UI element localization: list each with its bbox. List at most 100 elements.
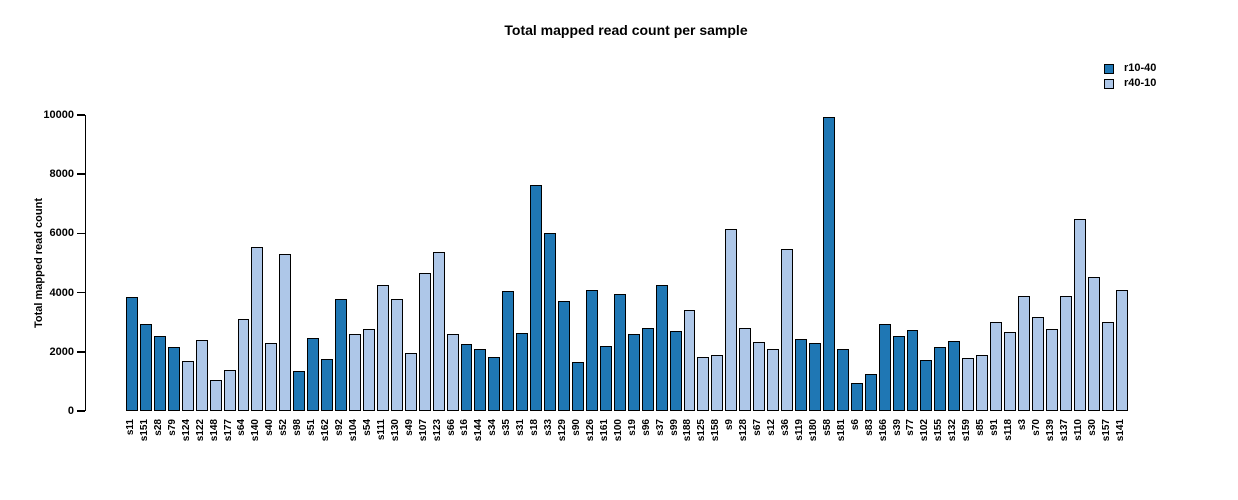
bar-slot <box>990 115 1003 411</box>
y-axis-title: Total mapped read count <box>33 198 45 328</box>
legend-label-r40-10: r40-10 <box>1124 77 1157 89</box>
bar-s40 <box>265 342 278 411</box>
bar-s122 <box>195 339 208 411</box>
x-label-slot: s137 <box>1059 419 1071 441</box>
x-label-slot: s126 <box>585 419 597 441</box>
bar-s70 <box>1031 316 1044 411</box>
bar-s132 <box>948 340 961 411</box>
bar-slot <box>1101 115 1114 411</box>
x-label-slot: s18 <box>529 419 541 441</box>
x-label-slot: s11 <box>125 419 137 441</box>
bar-slot <box>822 115 835 411</box>
x-tick-label: s33 <box>543 419 555 436</box>
x-tick-label: s123 <box>431 419 443 442</box>
bar-s52 <box>279 254 292 411</box>
bar-slot <box>725 115 738 411</box>
y-tick-mark <box>77 232 85 235</box>
bar-slot <box>516 115 529 411</box>
x-tick-label: s19 <box>626 419 638 436</box>
x-label-slot: s31 <box>515 419 527 441</box>
bar-slot <box>976 115 989 411</box>
x-label-slot: s12 <box>766 419 778 441</box>
x-label-slot: s107 <box>418 419 430 441</box>
y-tick-mark <box>77 291 85 294</box>
bar-slot <box>558 115 570 411</box>
bar-slot <box>362 115 375 411</box>
bar-slot <box>572 115 584 411</box>
x-label-slot: s33 <box>543 419 555 441</box>
x-tick-label: s67 <box>752 419 764 436</box>
x-tick-label: s181 <box>835 419 847 442</box>
bar-slot <box>697 115 710 411</box>
bar-s96 <box>641 327 654 411</box>
x-tick-label: s28 <box>152 419 164 436</box>
legend-item-r40-10: r40-10 <box>1104 77 1156 90</box>
bar-slot <box>864 115 877 411</box>
bar-slot <box>418 115 431 411</box>
x-label-slot: s39 <box>892 419 904 441</box>
bar-s128 <box>739 327 752 411</box>
x-label-slot: s91 <box>989 419 1001 441</box>
bar-s31 <box>516 333 529 411</box>
bar-slot <box>948 115 961 411</box>
bar-slot <box>1031 115 1044 411</box>
bar-s18 <box>530 184 543 411</box>
x-tick-label: s36 <box>780 419 792 436</box>
x-label-slot: s104 <box>348 419 360 441</box>
x-label-slot: s67 <box>752 419 764 441</box>
x-label-slot: s122 <box>195 419 207 441</box>
x-tick-label: s49 <box>403 419 415 436</box>
bar-s180 <box>808 342 821 411</box>
y-tick-mark <box>77 351 85 353</box>
bar-s151 <box>139 323 152 411</box>
bar-slot <box>376 115 389 411</box>
x-tick-label: s118 <box>1003 419 1015 441</box>
bar-s83 <box>864 374 877 411</box>
x-tick-label: s30 <box>1086 419 1098 436</box>
x-label-slot: s34 <box>487 419 499 441</box>
bar-s159 <box>962 357 975 411</box>
bar-s34 <box>488 356 501 411</box>
x-axis-labels: s11 s151 s28 s79 s124 s122 s148 s177 s64 s140 s40 s… <box>125 419 1127 441</box>
x-label-slot: s125 <box>696 419 708 441</box>
bar-s6 <box>850 382 863 411</box>
bar-s157 <box>1101 321 1114 411</box>
bar-s28 <box>153 335 166 411</box>
x-tick-label: s77 <box>905 419 917 436</box>
x-tick-label: s128 <box>738 419 750 442</box>
bar-s177 <box>223 369 236 411</box>
x-label-slot: s9 <box>724 419 736 441</box>
bar-s129 <box>558 301 570 411</box>
bar-s90 <box>572 361 584 411</box>
x-tick-label: s83 <box>863 419 875 436</box>
bar-s100 <box>613 294 626 411</box>
y-tick-label: 4000 <box>49 286 74 299</box>
x-label-slot: s139 <box>1045 419 1057 441</box>
bar-s155 <box>934 347 947 411</box>
x-tick-label: s99 <box>668 419 680 436</box>
bar-slot <box>502 115 515 411</box>
bar-slot <box>209 115 222 411</box>
bar-s141 <box>1115 289 1128 411</box>
bars-container <box>126 115 1128 411</box>
x-tick-label: s100 <box>612 419 624 442</box>
x-tick-label: s31 <box>515 419 527 436</box>
bar-s33 <box>544 233 557 411</box>
bar-s126 <box>585 290 598 411</box>
x-label-slot: s79 <box>167 419 179 441</box>
bar-slot <box>1073 115 1086 411</box>
bar-s130 <box>390 299 403 411</box>
y-tick-label: 0 <box>67 405 74 417</box>
x-label-slot: s166 <box>878 419 890 441</box>
plot-area: 0 2000 4000 6000 8000 10000 <box>43 109 1136 417</box>
bar-slot <box>181 115 194 411</box>
bar-s161 <box>599 345 612 411</box>
x-tick-label: s119 <box>793 419 805 441</box>
x-label-slot: s123 <box>432 419 444 441</box>
x-label-slot: s148 <box>209 419 221 441</box>
x-tick-label: s6 <box>849 419 861 431</box>
x-tick-label: s188 <box>682 419 694 442</box>
x-tick-label: s157 <box>1100 419 1112 442</box>
x-label-slot: s181 <box>836 419 848 441</box>
bar-s162 <box>321 359 334 411</box>
